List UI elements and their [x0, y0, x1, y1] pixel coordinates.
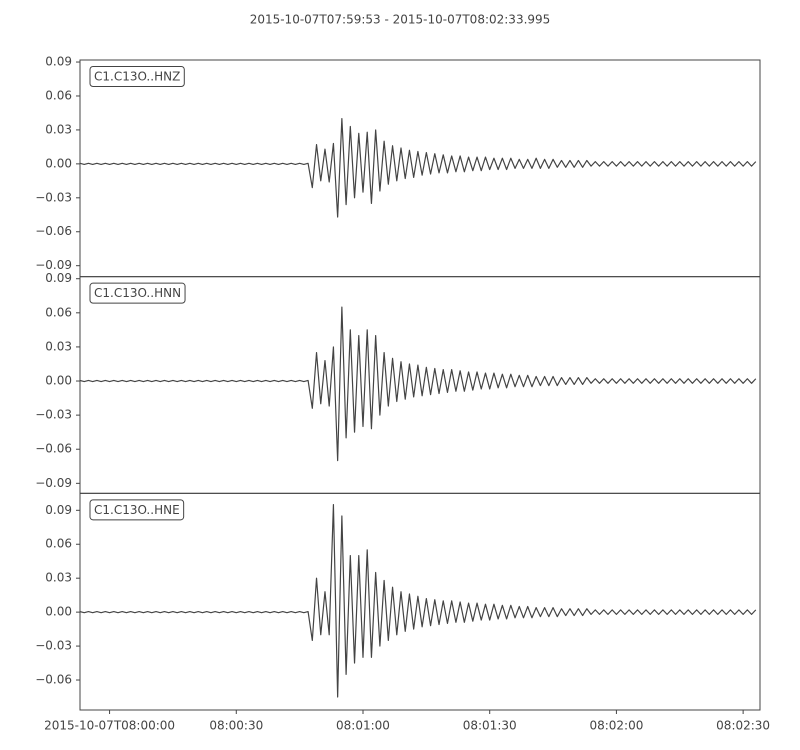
y-tick-label: −0.09 — [35, 258, 72, 272]
trace-label-box — [89, 282, 186, 304]
y-tick-label: 0.03 — [45, 339, 72, 353]
trace-label: C1.C13O..HNE — [94, 503, 180, 517]
waveform — [80, 306, 757, 462]
x-tick-label: 08:02:30 — [716, 719, 770, 733]
x-tick-label: 2015-10-07T08:00:00 — [44, 719, 175, 733]
y-tick-label: −0.09 — [35, 476, 72, 490]
y-tick-label: 0.09 — [45, 503, 72, 517]
chart-title: 2015-10-07T07:59:53 - 2015-10-07T08:02:3… — [250, 13, 551, 27]
y-tick-label: 0.06 — [45, 305, 72, 319]
y-tick-label: 0.09 — [45, 271, 72, 285]
x-tick-label: 08:01:30 — [463, 719, 517, 733]
y-tick-label: 0.03 — [45, 122, 72, 136]
y-tick-label: −0.06 — [35, 673, 72, 687]
panel-frame — [79, 492, 761, 711]
y-tick-label: −0.03 — [35, 408, 72, 422]
trace-label-box — [89, 499, 185, 521]
y-tick-label: −0.03 — [35, 639, 72, 653]
y-tick-label: −0.06 — [35, 224, 72, 238]
x-tick-label: 08:01:00 — [336, 719, 390, 733]
x-tick-label: 08:00:30 — [209, 719, 263, 733]
y-tick-label: −0.06 — [35, 442, 72, 456]
x-tick-label: 08:02:00 — [589, 719, 643, 733]
y-tick-label: 0.00 — [45, 156, 72, 170]
y-tick-label: 0.09 — [45, 55, 72, 69]
waveform — [80, 118, 757, 218]
y-tick-label: 0.00 — [45, 605, 72, 619]
trace-label-box — [89, 66, 185, 87]
trace-label: C1.C13O..HNZ — [94, 70, 180, 84]
trace-label: C1.C13O..HNN — [94, 286, 181, 300]
y-tick-label: 0.03 — [45, 571, 72, 585]
y-tick-label: 0.06 — [45, 88, 72, 102]
y-tick-label: −0.03 — [35, 190, 72, 204]
y-tick-label: 0.00 — [45, 374, 72, 388]
y-tick-label: 0.06 — [45, 537, 72, 551]
waveform — [80, 504, 757, 698]
